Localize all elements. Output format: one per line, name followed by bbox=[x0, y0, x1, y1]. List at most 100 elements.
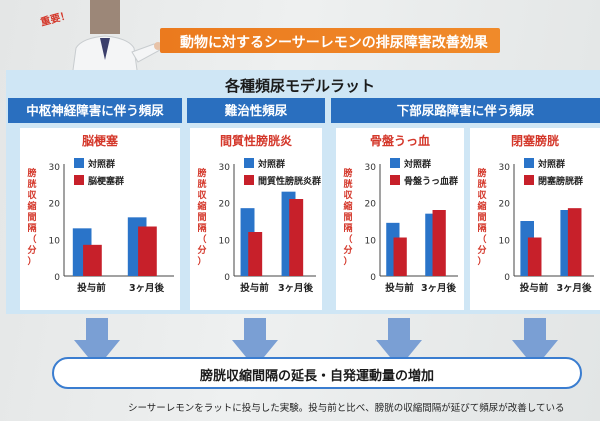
legend-label: 対照群 bbox=[537, 158, 565, 170]
legend-label: 対照群 bbox=[87, 158, 115, 170]
bar bbox=[527, 237, 542, 276]
y-tick-label: 0 bbox=[224, 273, 230, 283]
bar bbox=[289, 199, 304, 276]
y-axis-label-char: （ bbox=[27, 234, 36, 245]
chart-panel-1: 脳梗塞 0 10 20 30 膀胱収縮間隔（分） 対照群 脳梗塞群 投与前 3ヶ月後 bbox=[20, 128, 180, 310]
x-tick-label: 投与前 bbox=[385, 282, 414, 294]
legend-swatch bbox=[524, 158, 534, 168]
y-axis-label-char: 間 bbox=[343, 212, 352, 223]
y-axis-label-char: 膀 bbox=[342, 167, 352, 179]
x-tick-label: 投与前 bbox=[240, 282, 269, 294]
y-tick-label: 10 bbox=[365, 236, 377, 246]
y-tick-label: 0 bbox=[54, 273, 60, 283]
y-axis-label-char: 収 bbox=[477, 189, 487, 201]
y-axis-label-char: 膀 bbox=[26, 167, 36, 179]
y-tick-label: 10 bbox=[219, 236, 231, 246]
x-tick-label: 3ヶ月後 bbox=[129, 282, 165, 294]
legend-swatch bbox=[74, 158, 84, 168]
bar bbox=[432, 210, 446, 276]
y-axis-label-char: 縮 bbox=[27, 200, 36, 212]
legend-label: 閉塞膀胱群 bbox=[538, 175, 583, 187]
bar bbox=[393, 237, 407, 276]
down-arrow-icon bbox=[376, 318, 422, 368]
legend-swatch bbox=[390, 175, 400, 185]
y-axis-label-char: 胱 bbox=[343, 178, 352, 190]
down-arrow-icon bbox=[232, 318, 278, 368]
headline-text: 動物に対するシーサーレモンの排尿障害改善効果 bbox=[180, 35, 488, 51]
y-axis-label-char: 分 bbox=[27, 244, 36, 256]
down-arrow-icon bbox=[74, 318, 120, 368]
legend-label: 対照群 bbox=[257, 158, 285, 170]
y-tick-label: 10 bbox=[499, 236, 511, 246]
y-axis-label-char: 分 bbox=[477, 244, 486, 256]
legend-label: 骨盤うっ血群 bbox=[404, 175, 458, 187]
chart-panel-3: 骨盤うっ血 0 10 20 30 膀胱収縮間隔（分） 対照群 骨盤うっ血群 投与前 3ヶ月後 bbox=[336, 128, 464, 310]
y-axis-label-char: 収 bbox=[343, 189, 353, 201]
y-tick-label: 30 bbox=[499, 163, 511, 173]
category-central-nerve: 中枢神経障害に伴う頻尿 bbox=[8, 98, 182, 123]
y-axis-label-char: ） bbox=[343, 256, 352, 267]
y-tick-label: 20 bbox=[49, 200, 61, 210]
y-axis-label-char: 間 bbox=[197, 212, 206, 223]
y-axis-label-char: 収 bbox=[27, 189, 37, 201]
y-tick-label: 0 bbox=[504, 273, 510, 283]
result-text: 膀胱収縮間隔の延長・自発運動量の増加 bbox=[199, 369, 434, 384]
chart-title: 閉塞膀胱 bbox=[511, 133, 559, 148]
y-tick-label: 20 bbox=[499, 200, 511, 210]
y-axis-label-char: 膀 bbox=[476, 167, 486, 179]
chart-panel-2: 間質性膀胱炎 0 10 20 30 膀胱収縮間隔（分） 対照群 間質性膀胱炎群 投与前 3ヶ月後 bbox=[190, 128, 322, 310]
legend-label: 脳梗塞群 bbox=[87, 175, 124, 187]
bar bbox=[248, 232, 263, 276]
down-arrow-icon bbox=[512, 318, 558, 368]
y-axis-label-char: 分 bbox=[197, 244, 206, 256]
bar bbox=[567, 208, 582, 276]
x-tick-label: 3ヶ月後 bbox=[278, 282, 314, 294]
y-axis-label-char: 隔 bbox=[343, 222, 352, 234]
y-axis-label-char: 隔 bbox=[197, 222, 206, 234]
y-axis-label-char: 収 bbox=[197, 189, 207, 201]
y-tick-label: 30 bbox=[49, 163, 61, 173]
x-tick-label: 投与前 bbox=[77, 282, 106, 294]
headline-banner: 動物に対するシーサーレモンの排尿障害改善効果 bbox=[160, 28, 500, 53]
y-axis-label-char: ） bbox=[27, 256, 36, 267]
y-axis-label-char: （ bbox=[343, 234, 352, 245]
y-axis-label-char: 間 bbox=[477, 212, 486, 223]
y-axis-label-char: 胱 bbox=[197, 178, 206, 190]
main-title: 各種頻尿モデルラット bbox=[224, 77, 375, 95]
result-box: 膀胱収縮間隔の延長・自発運動量の増加 bbox=[52, 357, 582, 389]
y-axis-label-char: ） bbox=[477, 256, 486, 267]
chart-panel-4: 閉塞膀胱 0 10 20 30 膀胱収縮間隔（分） 対照群 閉塞膀胱群 投与前 3ヶ月後 bbox=[470, 128, 600, 310]
y-axis-label-char: （ bbox=[197, 234, 206, 245]
bar bbox=[138, 226, 157, 276]
y-axis-label-char: 胱 bbox=[27, 178, 36, 190]
y-axis-label-char: 縮 bbox=[197, 200, 206, 212]
legend-swatch bbox=[524, 175, 534, 185]
chart-title: 骨盤うっ血 bbox=[370, 133, 430, 148]
y-axis-label-char: 分 bbox=[343, 244, 352, 256]
y-axis-label-char: 膀 bbox=[196, 167, 206, 179]
y-tick-label: 30 bbox=[365, 163, 377, 173]
legend-label: 対照群 bbox=[403, 158, 431, 170]
y-tick-label: 30 bbox=[219, 163, 231, 173]
x-tick-label: 3ヶ月後 bbox=[556, 282, 592, 294]
x-tick-label: 3ヶ月後 bbox=[421, 282, 457, 294]
y-tick-label: 20 bbox=[219, 200, 231, 210]
y-tick-label: 10 bbox=[49, 236, 61, 246]
category-lower-urinary: 下部尿路障害に伴う頻尿 bbox=[331, 98, 600, 123]
y-axis-label-char: （ bbox=[477, 234, 486, 245]
x-tick-label: 投与前 bbox=[520, 282, 549, 294]
legend-swatch bbox=[74, 175, 84, 185]
legend-label: 間質性膀胱炎群 bbox=[258, 175, 321, 187]
y-tick-label: 0 bbox=[370, 273, 376, 283]
y-axis-label-char: 隔 bbox=[27, 222, 36, 234]
legend-swatch bbox=[244, 158, 254, 168]
y-axis-label-char: 隔 bbox=[477, 222, 486, 234]
legend-swatch bbox=[390, 158, 400, 168]
y-axis-label-char: 間 bbox=[27, 212, 36, 223]
y-axis-label-char: 縮 bbox=[343, 200, 352, 212]
chart-title: 間質性膀胱炎 bbox=[220, 133, 292, 148]
caption: シーサーレモンをラットに投与した実験。投与前と比べ、膀胱の収縮間隔が延びて頻尿が… bbox=[128, 403, 565, 414]
